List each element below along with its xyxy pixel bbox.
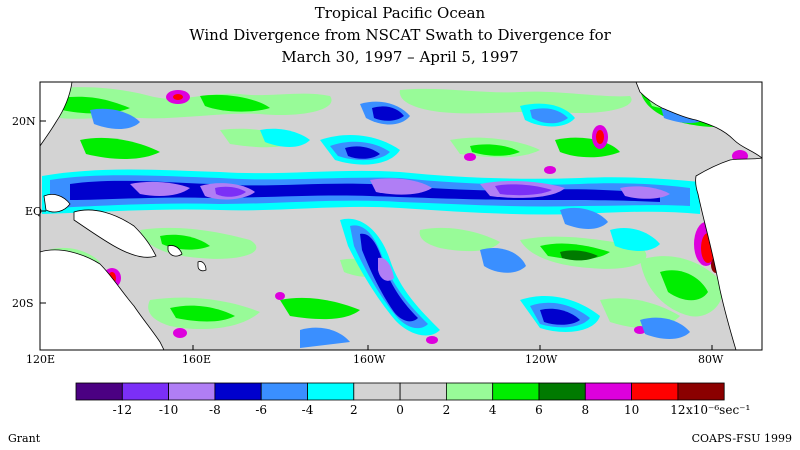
colorbar-swatch bbox=[307, 382, 355, 401]
map-subtitle: Wind Divergence from NSCAT Swath to Dive… bbox=[189, 26, 611, 44]
colorbar-swatch bbox=[631, 382, 679, 401]
colorbar-swatch bbox=[75, 382, 123, 401]
colorbar-swatch bbox=[121, 382, 170, 401]
colorbar-tick-label: -10 bbox=[159, 403, 178, 417]
colorbar-tick-label: 10 bbox=[624, 403, 639, 417]
colorbar-swatch bbox=[677, 382, 725, 401]
colorbar-tick-label: -12 bbox=[113, 403, 132, 417]
author-credit: Grant bbox=[8, 432, 41, 445]
coastlines bbox=[40, 82, 762, 350]
new-guinea-landmass bbox=[73, 209, 157, 258]
solomon-islands bbox=[167, 245, 183, 257]
colorbar-units: x10⁻⁶sec⁻¹ bbox=[686, 403, 750, 417]
borneo-island bbox=[43, 194, 71, 213]
lat-label-20n: 20N bbox=[12, 115, 36, 128]
axis-ticks bbox=[40, 120, 713, 350]
colorbar-tick-label: 4 bbox=[489, 403, 497, 417]
lon-label-80w: 80W bbox=[698, 353, 724, 366]
colorbar-swatch bbox=[260, 382, 308, 401]
lon-label-120e: 120E bbox=[26, 353, 55, 366]
colorbar-swatch bbox=[353, 382, 401, 401]
lon-label-160w: 160W bbox=[353, 353, 386, 366]
lon-label-160e: 160E bbox=[182, 353, 211, 366]
divergence-field bbox=[40, 82, 762, 350]
colorbar-tick-label: 12 bbox=[670, 403, 685, 417]
lat-label-20s: 20S bbox=[12, 297, 34, 310]
colorbar: -12 -10 -8 -6 -4 2 0 2 4 6 8 10 12 bbox=[75, 382, 725, 417]
itcz-convergence-band bbox=[42, 169, 700, 215]
colorbar-swatch bbox=[214, 382, 262, 401]
colorbar-swatch bbox=[445, 382, 494, 401]
colorbar-swatch bbox=[399, 382, 447, 401]
positive-maxima bbox=[103, 90, 752, 344]
map-frame bbox=[39, 81, 763, 351]
colorbar-tick-label: -8 bbox=[209, 403, 221, 417]
asia-landmass bbox=[40, 82, 73, 147]
colorbar-tick-label: 2 bbox=[443, 403, 451, 417]
colorbar-tick-label: 0 bbox=[396, 403, 404, 417]
institution-credit: COAPS-FSU 1999 bbox=[691, 432, 792, 445]
north-america-landmass bbox=[635, 82, 762, 159]
colorbar-swatch bbox=[168, 382, 216, 401]
lon-label-120w: 120W bbox=[525, 353, 558, 366]
australia-landmass bbox=[40, 249, 165, 350]
map-title: Tropical Pacific Ocean bbox=[314, 4, 486, 22]
colorbar-swatch bbox=[492, 382, 540, 401]
lat-label-eq: EQ bbox=[25, 205, 42, 218]
vanuatu-island bbox=[197, 261, 207, 272]
south-america-landmass bbox=[695, 157, 762, 350]
colorbar-swatch bbox=[584, 382, 632, 401]
south-convergence-zones bbox=[300, 207, 690, 348]
colorbar-tick-label: -6 bbox=[255, 403, 267, 417]
colorbar-tick-label: 6 bbox=[535, 403, 543, 417]
colorbar-tick-label: -4 bbox=[302, 403, 314, 417]
date-range: March 30, 1997 – April 5, 1997 bbox=[281, 48, 519, 66]
colorbar-tick-label: 2 bbox=[350, 403, 358, 417]
colorbar-tick-label: 8 bbox=[581, 403, 589, 417]
colorbar-swatch bbox=[538, 382, 586, 401]
